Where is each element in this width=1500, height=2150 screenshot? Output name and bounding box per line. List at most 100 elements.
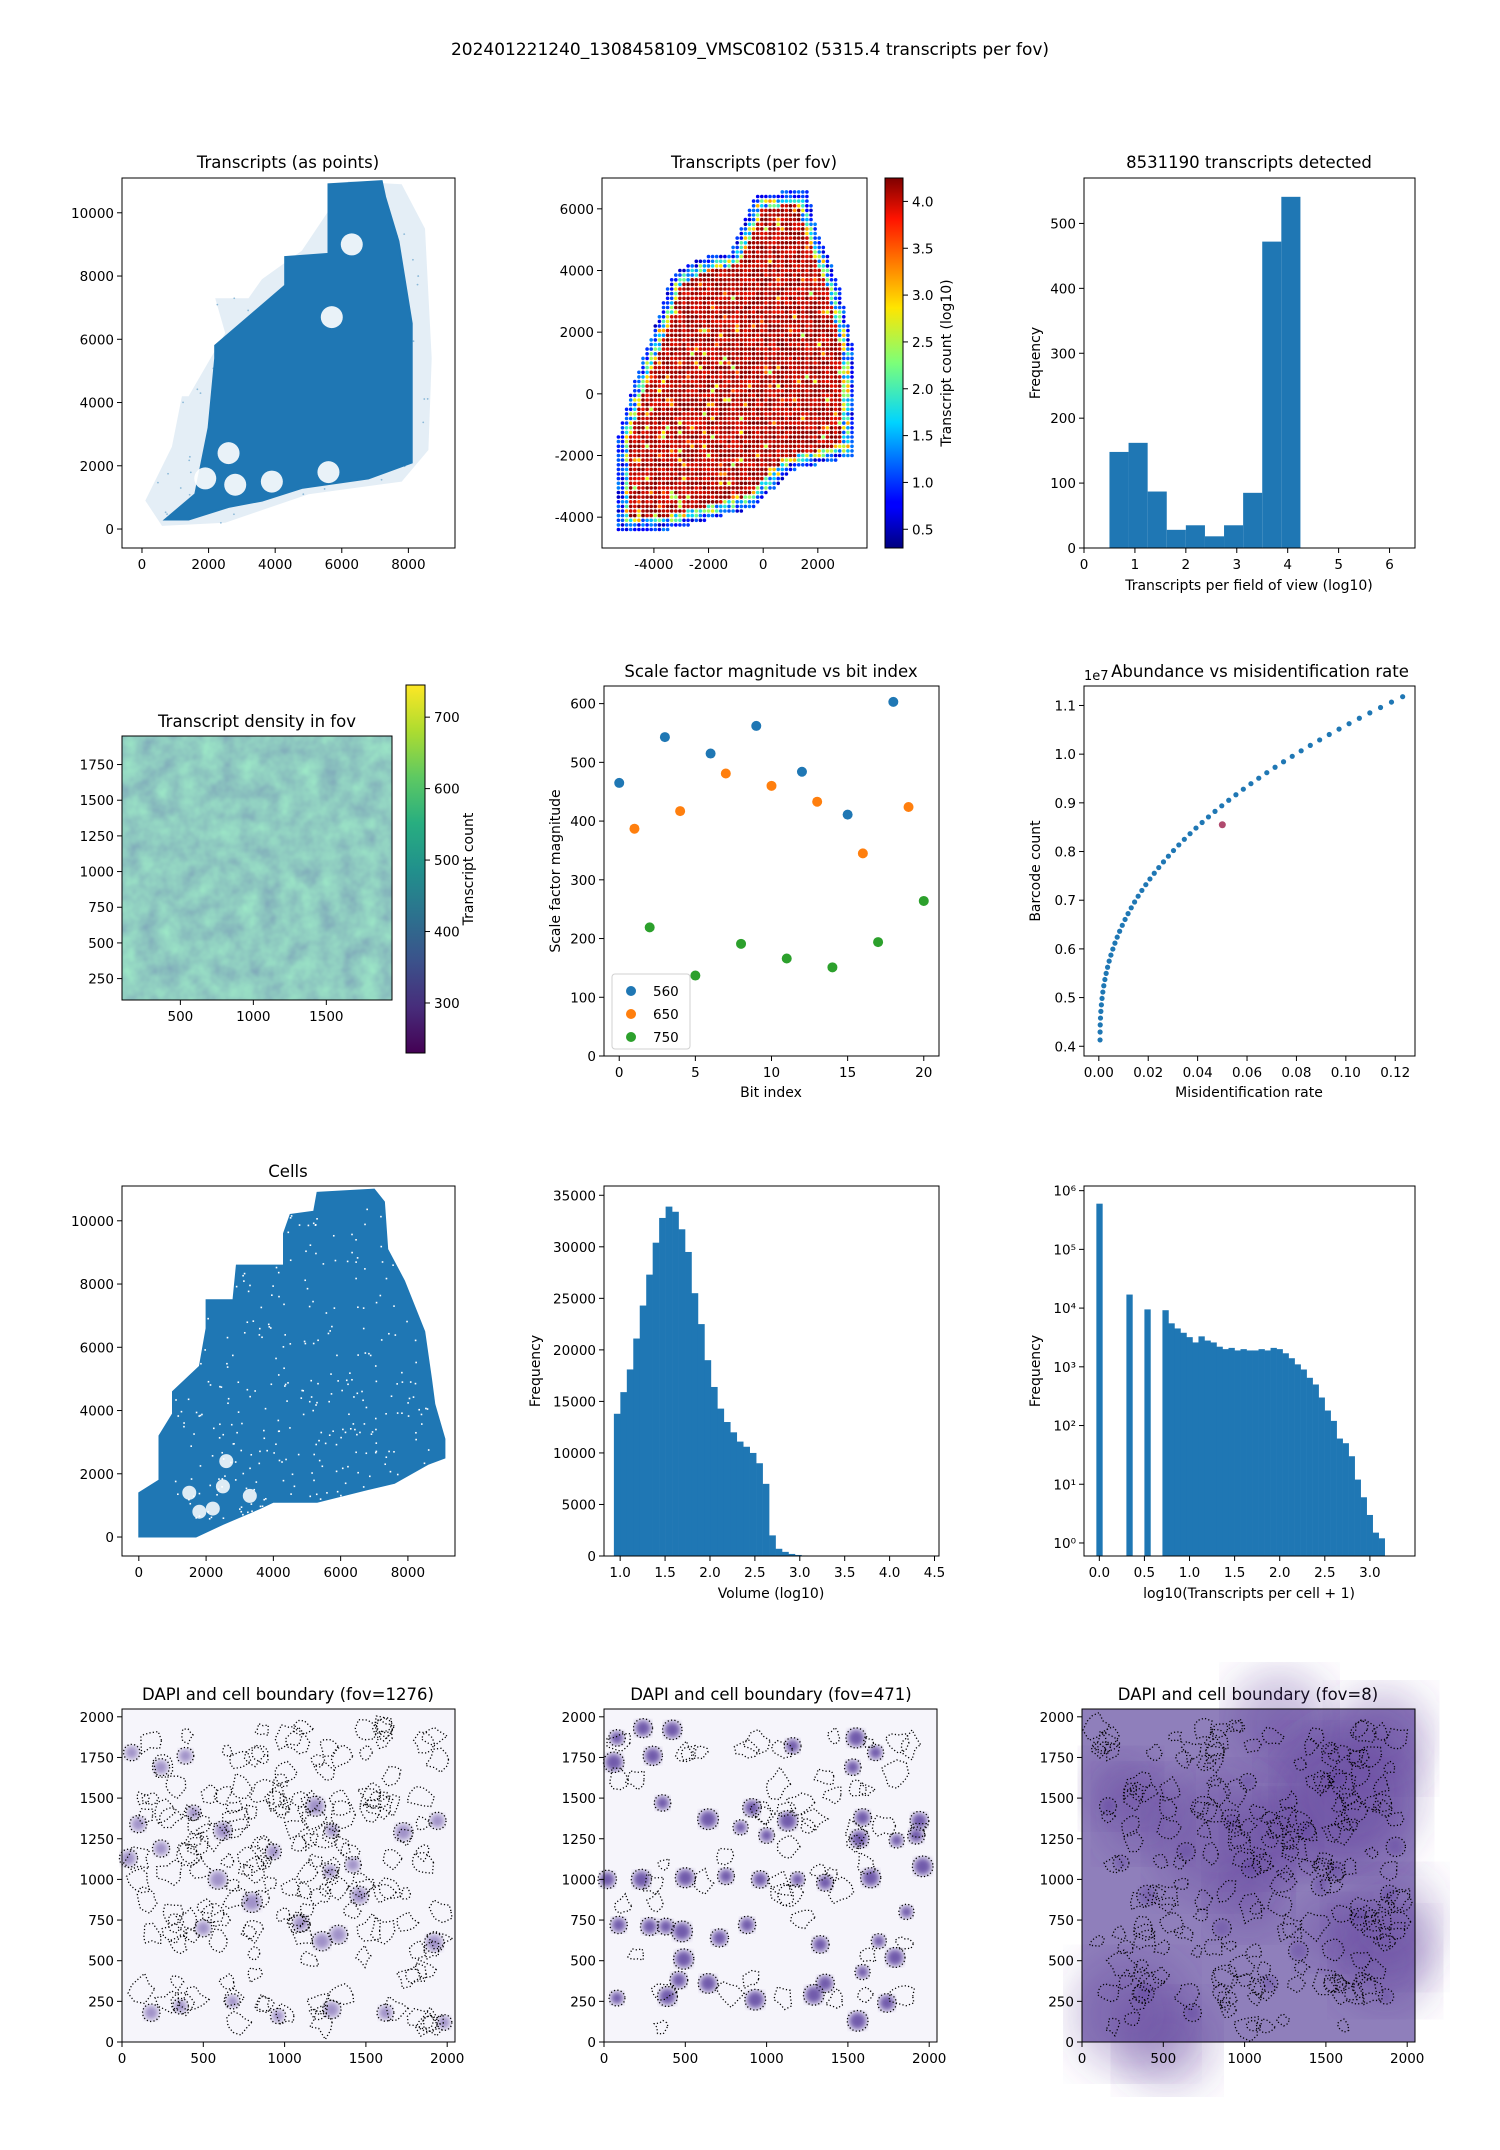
fov-point bbox=[751, 231, 756, 236]
fov-point bbox=[825, 356, 830, 361]
fov-point bbox=[669, 416, 674, 421]
nucleus-boundary bbox=[846, 2009, 869, 2032]
nucleus bbox=[911, 1812, 928, 1829]
fov-point bbox=[694, 407, 699, 412]
fov-point bbox=[764, 393, 768, 398]
cells-pixel-gap bbox=[362, 1327, 365, 1330]
fov-point bbox=[649, 449, 653, 453]
fov-point bbox=[760, 338, 764, 342]
cells-pixel-gap bbox=[209, 1484, 212, 1487]
fov-point bbox=[682, 370, 686, 375]
fov-point bbox=[776, 426, 780, 430]
fov-point bbox=[780, 324, 785, 328]
cell-boundary bbox=[1329, 1772, 1357, 1797]
fov-point bbox=[645, 495, 649, 499]
fov-point bbox=[788, 467, 793, 472]
fov-point bbox=[719, 356, 723, 361]
fov-point bbox=[801, 356, 805, 361]
fov-point bbox=[698, 481, 703, 486]
colorbar-tick-label: 1.5 bbox=[912, 429, 933, 445]
fov-point bbox=[702, 384, 707, 388]
fov-point bbox=[825, 324, 830, 328]
fov-point bbox=[817, 245, 821, 250]
fov-point bbox=[780, 217, 785, 222]
fov-point bbox=[702, 282, 707, 287]
fov-point bbox=[850, 444, 854, 449]
transcript-point bbox=[188, 455, 191, 458]
fov-point bbox=[813, 449, 817, 453]
fov-point bbox=[772, 472, 776, 476]
x-tick-label: 2.0 bbox=[699, 1565, 720, 1581]
fov-point bbox=[780, 430, 785, 435]
fov-point bbox=[747, 264, 752, 268]
cells-pixel-gap bbox=[335, 1470, 338, 1473]
fov-point bbox=[801, 389, 805, 393]
fov-point bbox=[698, 490, 703, 495]
fov-point bbox=[764, 481, 768, 486]
fov-point bbox=[649, 352, 653, 356]
fov-point bbox=[842, 365, 846, 370]
fov-point bbox=[760, 481, 764, 486]
fov-point bbox=[755, 301, 760, 305]
fov-point bbox=[657, 416, 662, 421]
barcode-point bbox=[1101, 983, 1107, 989]
scatter-point-560 bbox=[796, 766, 807, 777]
fov-point bbox=[825, 315, 830, 319]
fov-point bbox=[788, 324, 793, 328]
fov-point bbox=[837, 402, 842, 407]
fov-point bbox=[702, 324, 707, 328]
fov-point bbox=[665, 504, 670, 509]
nucleus-boundary bbox=[1240, 1857, 1262, 1879]
fov-point bbox=[842, 393, 846, 398]
fov-point bbox=[842, 453, 846, 458]
fov-point bbox=[842, 315, 846, 319]
fov-point bbox=[768, 213, 772, 217]
fov-point bbox=[764, 439, 768, 444]
fov-point bbox=[850, 342, 854, 347]
fov-point bbox=[776, 379, 780, 384]
fov-point bbox=[751, 435, 756, 439]
fov-point bbox=[809, 268, 813, 273]
x-tick-label: 1000 bbox=[749, 2051, 783, 2067]
fov-point bbox=[821, 356, 826, 361]
fov-point bbox=[686, 301, 690, 305]
cells-pixel-gap bbox=[415, 1438, 417, 1441]
fov-point bbox=[747, 379, 752, 384]
cell-boundary bbox=[1360, 1958, 1387, 1981]
fov-point bbox=[645, 467, 649, 472]
fov-point bbox=[751, 324, 756, 328]
fov-point bbox=[780, 389, 785, 393]
fov-point bbox=[710, 291, 715, 296]
fov-point bbox=[624, 481, 629, 486]
fov-point bbox=[694, 444, 699, 449]
fov-point bbox=[686, 444, 690, 449]
y-tick-label: 750 bbox=[570, 1913, 596, 1929]
x-tick-label: 1000 bbox=[267, 2051, 301, 2067]
fov-point bbox=[719, 504, 723, 509]
fov-point bbox=[739, 231, 744, 236]
fov-point bbox=[719, 412, 723, 416]
fov-point bbox=[780, 296, 785, 301]
fov-point bbox=[727, 481, 731, 486]
fov-point bbox=[702, 449, 707, 453]
fov-point bbox=[661, 426, 666, 430]
fov-point bbox=[846, 361, 850, 365]
fov-point bbox=[674, 338, 678, 342]
fov-point bbox=[829, 319, 834, 324]
fov-point bbox=[682, 398, 686, 402]
fov-point bbox=[739, 509, 744, 513]
fov-point bbox=[751, 490, 756, 495]
nucleus-boundary bbox=[1377, 1988, 1395, 2005]
fov-point bbox=[739, 264, 744, 268]
y-tick-label: 0 bbox=[587, 2035, 596, 2051]
fov-point bbox=[674, 273, 678, 277]
fov-point bbox=[780, 421, 785, 425]
fov-point bbox=[616, 513, 621, 518]
fov-point bbox=[776, 384, 780, 388]
fov-point bbox=[645, 444, 649, 449]
fov-point bbox=[760, 449, 764, 453]
cells-pixel-gap bbox=[277, 1271, 280, 1274]
cells-pixel-gap bbox=[258, 1327, 261, 1330]
fov-point bbox=[690, 375, 694, 379]
fov-point bbox=[710, 407, 715, 412]
